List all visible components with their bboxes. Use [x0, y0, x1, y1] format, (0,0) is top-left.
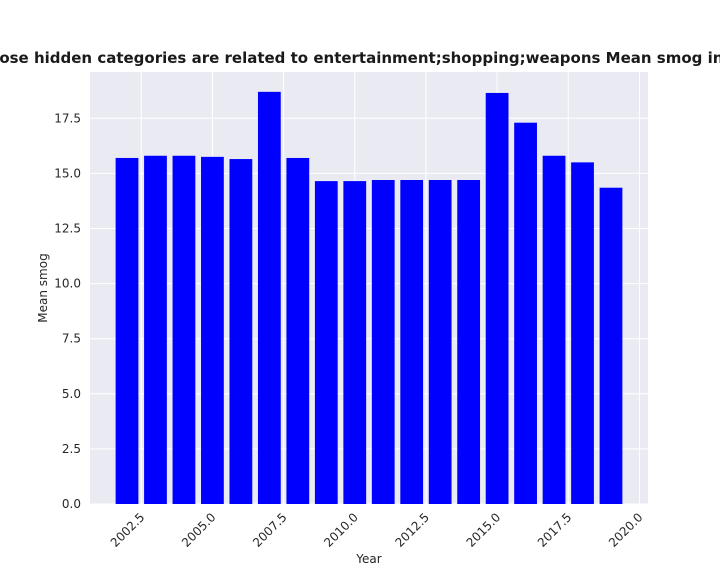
bar	[514, 122, 537, 504]
chart-title: Chart for websites whose hidden categori…	[0, 49, 720, 67]
y-tick-label: 2.5	[62, 442, 81, 456]
x-tick-label: 2002.5	[108, 510, 148, 550]
bar	[229, 159, 253, 504]
bar	[115, 157, 139, 505]
bar	[457, 180, 481, 504]
x-tick-label: 2010.0	[321, 510, 361, 550]
bar	[371, 180, 395, 504]
bar	[286, 157, 310, 505]
bar	[400, 180, 424, 504]
x-tick-labels: 2002.5 2005.0 2007.5 2010.0 2012.5 2015.0 2017…	[108, 510, 646, 550]
bar	[201, 156, 224, 504]
bar	[599, 187, 623, 504]
x-tick-label: 2012.5	[392, 510, 432, 550]
bar	[343, 181, 367, 504]
y-tick-label: 15.0	[54, 166, 81, 180]
bar	[542, 155, 566, 504]
bar	[485, 92, 509, 504]
y-tick-label: 0.0	[62, 497, 81, 511]
x-tick-label: 2015.0	[464, 510, 504, 550]
bar	[314, 181, 338, 504]
bar	[257, 91, 281, 504]
x-tick-label: 2005.0	[179, 510, 219, 550]
y-tick-label: 5.0	[62, 387, 81, 401]
y-tick-label: 12.5	[54, 221, 81, 235]
y-tick-label: 10.0	[54, 277, 81, 291]
y-tick-label: 17.5	[54, 111, 81, 125]
bar	[428, 180, 452, 504]
x-tick-label: 2017.5	[535, 510, 575, 550]
bar	[172, 155, 196, 504]
y-tick-label: 7.5	[62, 332, 81, 346]
y-tick-labels: 0.0 2.5 5.0 7.5 10.0 12.5 15.0 17.5	[54, 111, 81, 511]
y-axis-label: Mean smog	[36, 253, 50, 322]
bar	[144, 155, 167, 504]
x-tick-label: 2020.0	[606, 510, 646, 550]
bars	[115, 91, 623, 505]
bar	[571, 162, 594, 504]
x-axis-label: Year	[355, 552, 381, 566]
x-tick-label: 2007.5	[250, 510, 290, 550]
